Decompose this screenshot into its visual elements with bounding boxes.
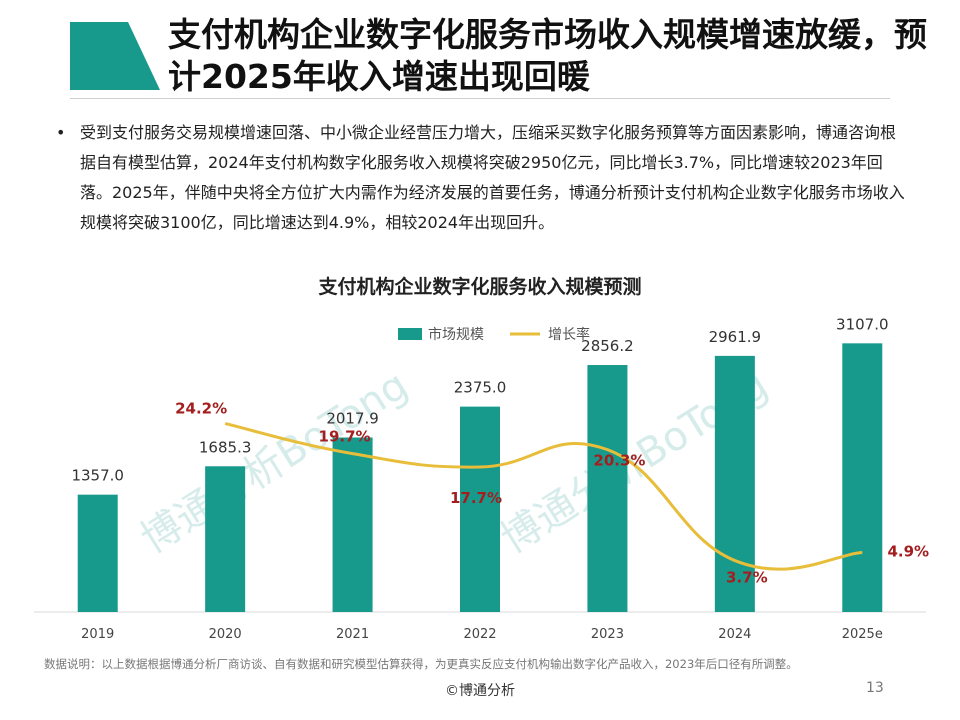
data-footnote: 数据说明：以上数据根据博通分析厂商访谈、自有数据和研究模型估算获得，为更真实反应…: [44, 657, 798, 671]
page-number: 13: [866, 680, 884, 696]
bar-value-label-2024: 2961.9: [709, 328, 762, 346]
bar-2025e: [842, 343, 883, 612]
bar-2019: [77, 494, 118, 612]
x-tick-label-2024: 2024: [718, 627, 751, 642]
bar-value-label-2025e: 3107.0: [836, 315, 889, 333]
legend-bar-swatch: [398, 328, 422, 340]
bar-2022: [460, 406, 500, 612]
legend-bar-label: 市场规模: [428, 326, 484, 343]
bar-2020: [205, 466, 246, 612]
bar-value-label-2020: 1685.3: [199, 438, 252, 456]
x-tick-label-2023: 2023: [591, 627, 624, 642]
x-tick-label-2022: 2022: [463, 627, 496, 642]
bar-2024: [714, 355, 755, 612]
x-tick-label-2020: 2020: [209, 627, 242, 642]
page-title: 支付机构企业数字化服务市场收入规模增速放缓，预计2025年收入增速出现回暖: [168, 15, 927, 96]
x-tick-label-2019: 2019: [81, 627, 114, 642]
growth-label-2022: 17.7%: [450, 489, 502, 507]
growth-rate-line: [224, 422, 863, 571]
growth-label-2024: 3.7%: [726, 569, 768, 587]
bar-2023: [587, 365, 628, 612]
growth-label-2021: 19.7%: [319, 428, 371, 446]
x-tick-label-2025e: 2025e: [842, 627, 883, 642]
growth-label-2025e: 4.9%: [887, 543, 929, 561]
legend-line-label: 增长率: [548, 326, 590, 343]
bar-value-label-2019: 1357.0: [71, 467, 124, 485]
copyright-text: ©博通分析: [445, 683, 515, 699]
bullet-marker: •: [56, 123, 66, 142]
x-tick-label-2021: 2021: [336, 627, 369, 642]
bar-2021: [332, 437, 373, 612]
chart-title: 支付机构企业数字化服务收入规模预测: [318, 276, 642, 298]
title-accent-parallelogram: [70, 22, 160, 90]
title-accent-shape: [70, 22, 160, 90]
summary-paragraph: 受到支付服务交易规模增速回落、中小微企业经营压力增大，压缩采买数字化服务预算等方…: [80, 123, 905, 232]
growth-label-2023: 20.3%: [593, 452, 645, 470]
title-divider: [70, 98, 890, 99]
bar-value-label-2021: 2017.9: [326, 410, 379, 428]
growth-label-2020: 24.2%: [175, 400, 227, 418]
bar-value-label-2023: 2856.2: [581, 337, 634, 355]
bar-value-label-2022: 2375.0: [454, 379, 507, 397]
